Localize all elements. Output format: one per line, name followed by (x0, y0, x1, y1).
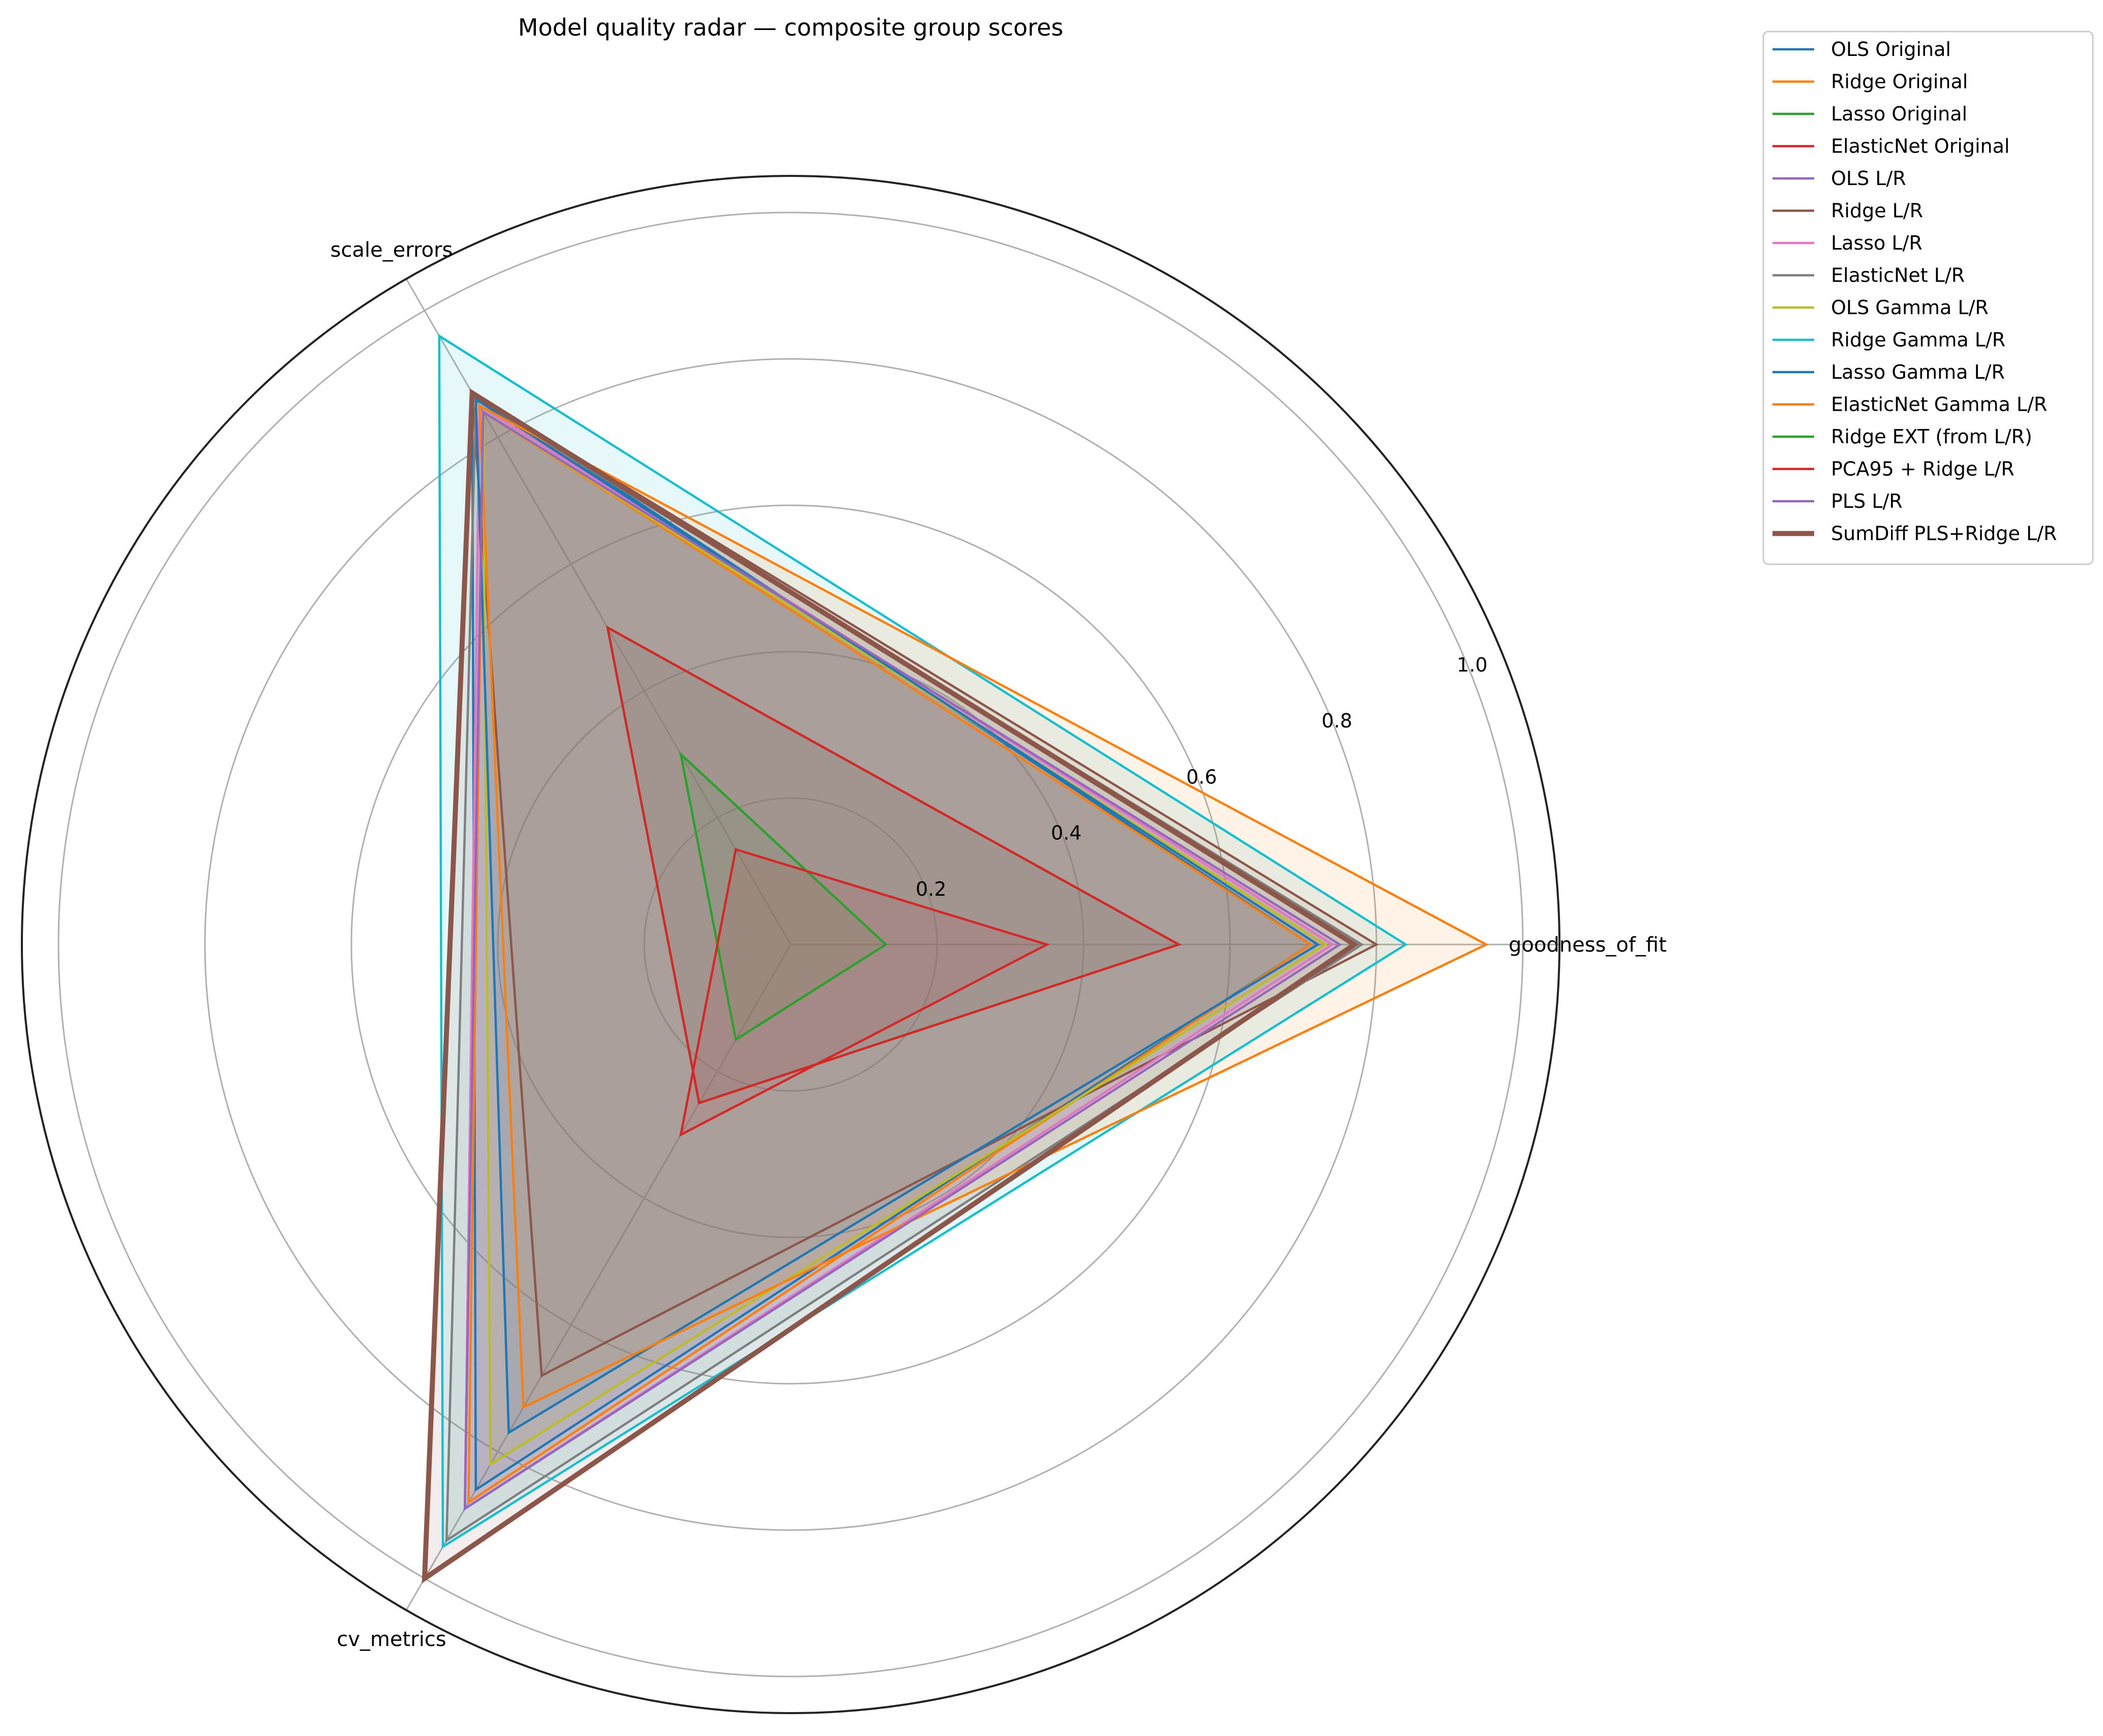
radial-tick-label: 0.2 (916, 878, 946, 900)
radar-series (422, 333, 1489, 1583)
series-line (438, 333, 1408, 1549)
series-area (472, 393, 1311, 1490)
series-line (478, 404, 1489, 1409)
series-area (608, 627, 1179, 1103)
series-line (463, 410, 1342, 1511)
legend-label: Ridge L/R (1831, 200, 1923, 222)
series-area (479, 406, 1486, 1408)
series-area (425, 393, 1355, 1579)
legend-label: Lasso Original (1831, 103, 1967, 125)
legend-label: ElasticNet Original (1831, 135, 2009, 158)
series-line (679, 848, 1050, 1137)
series-area (465, 406, 1333, 1509)
legend-label: OLS Original (1831, 38, 1951, 60)
axis-label: goodness_of_fit (1509, 933, 1667, 957)
legend-label: OLS Gamma L/R (1831, 296, 1989, 319)
legend-label: Ridge Gamma L/R (1831, 329, 2005, 351)
series-area (472, 393, 1376, 1376)
legend-label: ElasticNet Gamma L/R (1831, 393, 2047, 416)
legend-label: Lasso L/R (1831, 232, 1922, 254)
legend-label: ElasticNet L/R (1831, 264, 1965, 287)
series-area (608, 627, 1179, 1103)
series-line (467, 410, 1313, 1505)
series-area (446, 399, 1362, 1541)
series-line (422, 388, 1359, 1583)
series-area (681, 754, 886, 1040)
series-area (465, 412, 1340, 1509)
legend-label: PLS L/R (1831, 490, 1903, 512)
series-line (679, 751, 888, 1042)
radial-tick-label: 1.0 (1457, 654, 1487, 676)
grid-spoke (405, 944, 792, 1611)
axis-label: cv_metrics (337, 1628, 446, 1651)
legend-box (1762, 31, 2094, 565)
legend-label: OLS L/R (1831, 167, 1906, 190)
series-area (681, 849, 1047, 1135)
legend-label: Ridge EXT (from L/R) (1831, 425, 2032, 448)
legend-label: PCA95 + Ridge L/R (1831, 458, 2015, 480)
legend-label: Ridge Original (1831, 71, 1968, 93)
chart-title: Model quality radar — composite group sc… (518, 14, 1063, 41)
radial-tick-label: 0.6 (1186, 766, 1217, 788)
series-area (465, 406, 1333, 1509)
radial-tick-label: 0.8 (1321, 710, 1352, 732)
series-line (606, 625, 1182, 1105)
axis-labels: 0.2 0.4 0.6 0.8 1.0 goodness_of_fit scale_erro… (331, 238, 1667, 1651)
radial-tick-label: 0.4 (1051, 822, 1081, 844)
legend-label: SumDiff PLS+Ridge L/R (1831, 523, 2057, 545)
legend: OLS Original Ridge Original Lasso Original… (1762, 31, 2094, 565)
series-line (474, 397, 1320, 1435)
series-line (482, 410, 1328, 1467)
legend-label: Lasso Gamma L/R (1831, 361, 2005, 383)
outer-frame (21, 175, 1560, 1714)
series-area (439, 336, 1406, 1547)
axis-label: scale_errors (331, 238, 453, 262)
series-area (468, 412, 1311, 1503)
series-area (475, 399, 1318, 1433)
